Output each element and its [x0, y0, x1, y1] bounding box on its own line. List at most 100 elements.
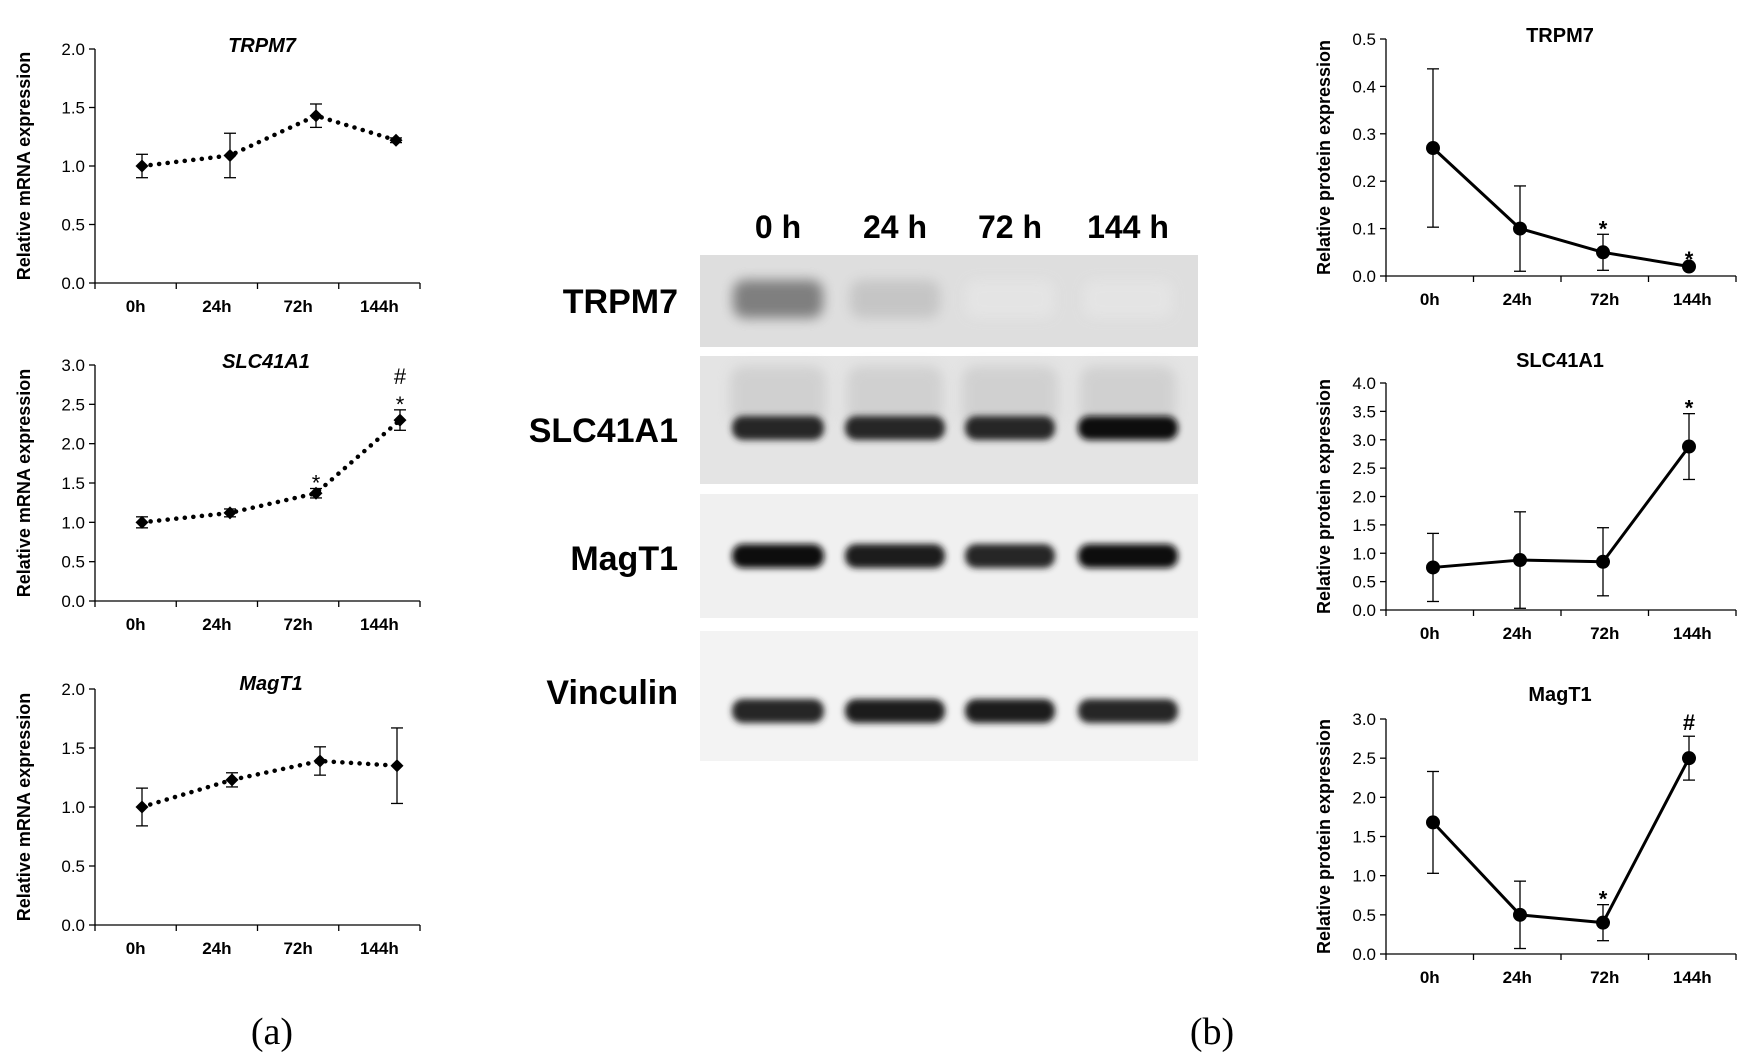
- significance-mark: *: [1599, 887, 1608, 912]
- significance-mark: #: [1683, 710, 1695, 735]
- data-point: [1682, 259, 1696, 274]
- data-point: [1513, 221, 1527, 236]
- x-tick-label: 144h: [360, 939, 399, 958]
- chart-mrna_magt1: 0.0 0.5 1.0 1.5 2.0 0h 24h 72h 144h Relative mRNA…: [14, 673, 421, 958]
- y-tick-label: 2.0: [61, 40, 85, 59]
- y-tick-label: 1.5: [61, 739, 85, 758]
- data-point: [1426, 560, 1440, 575]
- blot-band: [1083, 280, 1173, 318]
- significance-mark: *: [396, 392, 405, 417]
- x-tick-label: 72h: [1590, 624, 1619, 643]
- x-tick-label: 24h: [1503, 968, 1532, 987]
- x-tick-label: 24h: [202, 297, 231, 316]
- x-tick-label: 72h: [283, 939, 312, 958]
- chart-title: TRPM7: [1526, 25, 1594, 47]
- data-point: [389, 133, 403, 147]
- chart-title: SLC41A1: [1516, 350, 1604, 372]
- blot-row-label-trpm7: TRPM7: [563, 283, 678, 321]
- blot-band: [732, 544, 824, 568]
- data-point: [135, 159, 149, 173]
- y-tick-label: 1.0: [1352, 544, 1376, 563]
- significance-mark: *: [1685, 396, 1694, 421]
- chart-protein_trpm7: 0.0 0.1 0.2 0.3 0.4 0.5 0h 24h 72h 144h Relative p…: [1314, 25, 1737, 309]
- blot-lane-label: 144 h: [1087, 209, 1169, 245]
- y-tick-label: 0.0: [61, 916, 85, 935]
- data-point: [1682, 751, 1696, 766]
- y-tick-label: 0.0: [61, 274, 85, 293]
- charts-layer: 0.0 0.5 1.0 1.5 2.0 0h 24h 72h 144h Relative mRNA…: [14, 25, 1737, 987]
- chart-protein_slc41a1: 0.0 0.5 1.0 1.5 2.0 2.5 3.0 3.5 4.0 0h 24h 72h 144h R…: [1314, 350, 1737, 643]
- blot-band: [1078, 416, 1178, 440]
- data-point: [390, 759, 404, 773]
- y-tick-label: 0.0: [1352, 601, 1376, 620]
- blot-row-label-vinculin: Vinculin: [546, 674, 678, 712]
- data-point: [1596, 554, 1610, 569]
- y-tick-label: 0.5: [1352, 573, 1376, 592]
- blot-band: [845, 544, 945, 568]
- y-tick-label: 2.5: [61, 395, 85, 414]
- chart-mrna_trpm7: 0.0 0.5 1.0 1.5 2.0 0h 24h 72h 144h Relative mRNA…: [14, 35, 421, 316]
- y-tick-label: 3.0: [1352, 431, 1376, 450]
- y-axis-label: Relative protein expression: [1314, 379, 1334, 614]
- blot-band: [733, 280, 823, 318]
- x-tick-label: 0h: [126, 615, 146, 634]
- blot-row-label-slc41a1: SLC41A1: [529, 412, 678, 450]
- chart-mrna_slc41a1: 0.0 0.5 1.0 1.5 2.0 2.5 3.0 0h 24h 72h 144h Relativ…: [14, 351, 421, 634]
- x-tick-label: 144h: [1673, 290, 1712, 309]
- y-tick-label: 1.0: [61, 513, 85, 532]
- panel-label-b: (b): [1190, 1011, 1234, 1053]
- x-tick-label: 144h: [1673, 968, 1712, 987]
- x-tick-label: 72h: [283, 615, 312, 634]
- y-tick-label: 3.0: [1352, 710, 1376, 729]
- y-tick-label: 1.0: [61, 798, 85, 817]
- data-point: [225, 773, 239, 787]
- y-axis-label: Relative mRNA expression: [14, 52, 34, 280]
- blot-band: [965, 544, 1055, 568]
- y-tick-label: 0.1: [1352, 220, 1376, 239]
- blot-strip-slc41a1: [700, 356, 1198, 484]
- series-line: [1431, 146, 1690, 268]
- y-tick-label: 0.5: [61, 553, 85, 572]
- data-point: [393, 413, 407, 427]
- data-point: [1596, 245, 1610, 260]
- x-tick-label: 24h: [1503, 624, 1532, 643]
- chart-title: SLC41A1: [222, 351, 310, 373]
- blot-band: [1078, 699, 1178, 723]
- x-tick-label: 24h: [202, 615, 231, 634]
- y-tick-label: 4.0: [1352, 374, 1376, 393]
- y-tick-label: 0.3: [1352, 125, 1376, 144]
- data-point: [1513, 553, 1527, 568]
- data-point: [223, 148, 237, 162]
- blot-band: [850, 280, 940, 318]
- y-tick-label: 1.5: [61, 99, 85, 118]
- series-line: [1431, 757, 1691, 925]
- y-axis-label: Relative protein expression: [1314, 40, 1334, 275]
- x-tick-label: 144h: [1673, 624, 1712, 643]
- blot-band: [732, 416, 824, 440]
- x-tick-label: 72h: [1590, 290, 1619, 309]
- data-point: [1682, 439, 1696, 454]
- significance-mark: *: [1599, 216, 1608, 241]
- x-tick-label: 0h: [126, 939, 146, 958]
- series-line: [139, 758, 400, 810]
- data-point: [1513, 907, 1527, 922]
- data-point: [1426, 815, 1440, 830]
- y-tick-label: 3.0: [61, 356, 85, 375]
- data-point: [309, 486, 323, 500]
- data-point: [309, 109, 323, 123]
- blot-band: [845, 699, 945, 723]
- chart-title: MagT1: [1528, 684, 1591, 706]
- data-point: [313, 754, 327, 768]
- panel-label-a: (a): [251, 1011, 293, 1053]
- blot-lane-label: 24 h: [863, 209, 927, 245]
- y-tick-label: 0.0: [1352, 945, 1376, 964]
- significance-mark: *: [1685, 247, 1694, 272]
- y-tick-label: 2.0: [61, 680, 85, 699]
- y-axis-label: Relative mRNA expression: [14, 693, 34, 921]
- series-line: [139, 417, 403, 525]
- blot-strip-magt1: [700, 494, 1198, 618]
- x-tick-label: 0h: [1420, 968, 1440, 987]
- significance-mark: *: [312, 471, 321, 496]
- x-tick-label: 0h: [126, 297, 146, 316]
